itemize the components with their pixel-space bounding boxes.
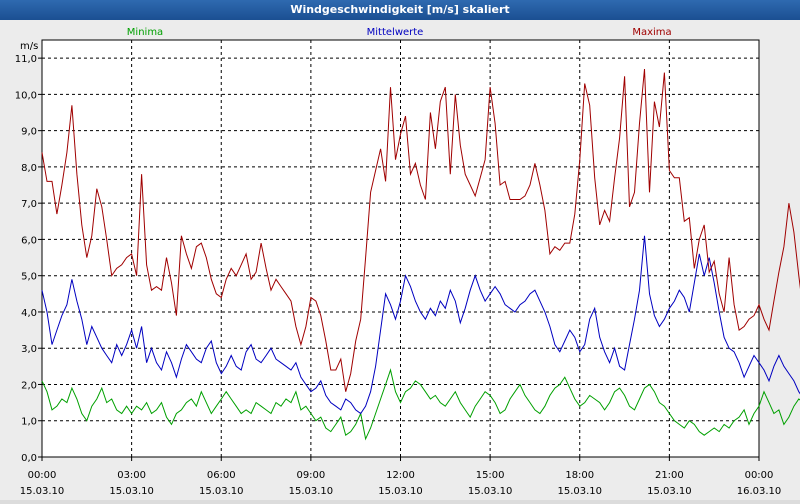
x-tick-date: 15.03.10 [378,486,423,497]
plot-area [41,39,760,458]
x-tick-date: 15.03.10 [468,486,513,497]
series-mittelwerte [41,235,800,415]
x-tick-time: 03:00 [117,470,146,481]
x-tick-time: 00:00 [28,470,57,481]
y-tick-label: 0,0 [21,453,37,464]
x-tick-time: 06:00 [207,470,236,481]
legend-maxima: Maxima [632,27,671,38]
series-lines [41,68,800,441]
x-tick-time: 09:00 [296,470,325,481]
y-tick-label: 5,0 [21,272,37,283]
window-title: Windgeschwindigkeit [m/s] skaliert [0,0,800,20]
wind-speed-chart: m/s 0,0 1,0 2,0 3,0 4,0 5,0 6,0 7,0 8,0 9,0 10,0 11… [15,27,800,497]
series-maxima [41,68,800,392]
x-tick-date: 15.03.10 [289,486,334,497]
y-tick-label: 4,0 [21,308,37,319]
x-tick-date: 15.03.10 [557,486,602,497]
x-tick-time: 00:00 [745,470,774,481]
y-tick-label: 1,0 [21,417,37,428]
y-unit-label: m/s [20,41,38,52]
y-tick-label: 6,0 [21,235,37,246]
y-tick-label: 2,0 [21,380,37,391]
y-axis: m/s 0,0 1,0 2,0 3,0 4,0 5,0 6,0 7,0 8,0 9,0 10,0 11… [15,41,42,464]
x-tick-date: 16.03.10 [737,486,782,497]
y-tick-label: 9,0 [21,127,37,138]
x-tick-date: 15.03.10 [647,486,692,497]
x-tick-time: 21:00 [655,470,684,481]
chart-frame: m/s 0,0 1,0 2,0 3,0 4,0 5,0 6,0 7,0 8,0 9,0 10,0 11… [0,20,800,500]
y-tick-label: 11,0 [15,54,37,65]
x-tick-time: 18:00 [565,470,594,481]
x-tick-date: 15.03.10 [109,486,154,497]
x-tick-time: 15:00 [476,470,505,481]
y-tick-label: 3,0 [21,344,37,355]
series-minima [41,368,800,441]
legend-mittelwerte: Mittelwerte [367,27,424,38]
y-tick-label: 8,0 [21,163,37,174]
x-tick-date: 15.03.10 [20,486,65,497]
x-tick-time: 12:00 [386,470,415,481]
x-axis: 00:00 15.03.10 03:00 15.03.10 06:00 15.03.10 0… [20,457,782,497]
y-tick-label: 10,0 [15,90,37,101]
legend-minima: Minima [127,27,163,38]
legend: Minima Mittelwerte Maxima [127,27,672,38]
x-tick-date: 15.03.10 [199,486,244,497]
y-tick-label: 7,0 [21,199,37,210]
